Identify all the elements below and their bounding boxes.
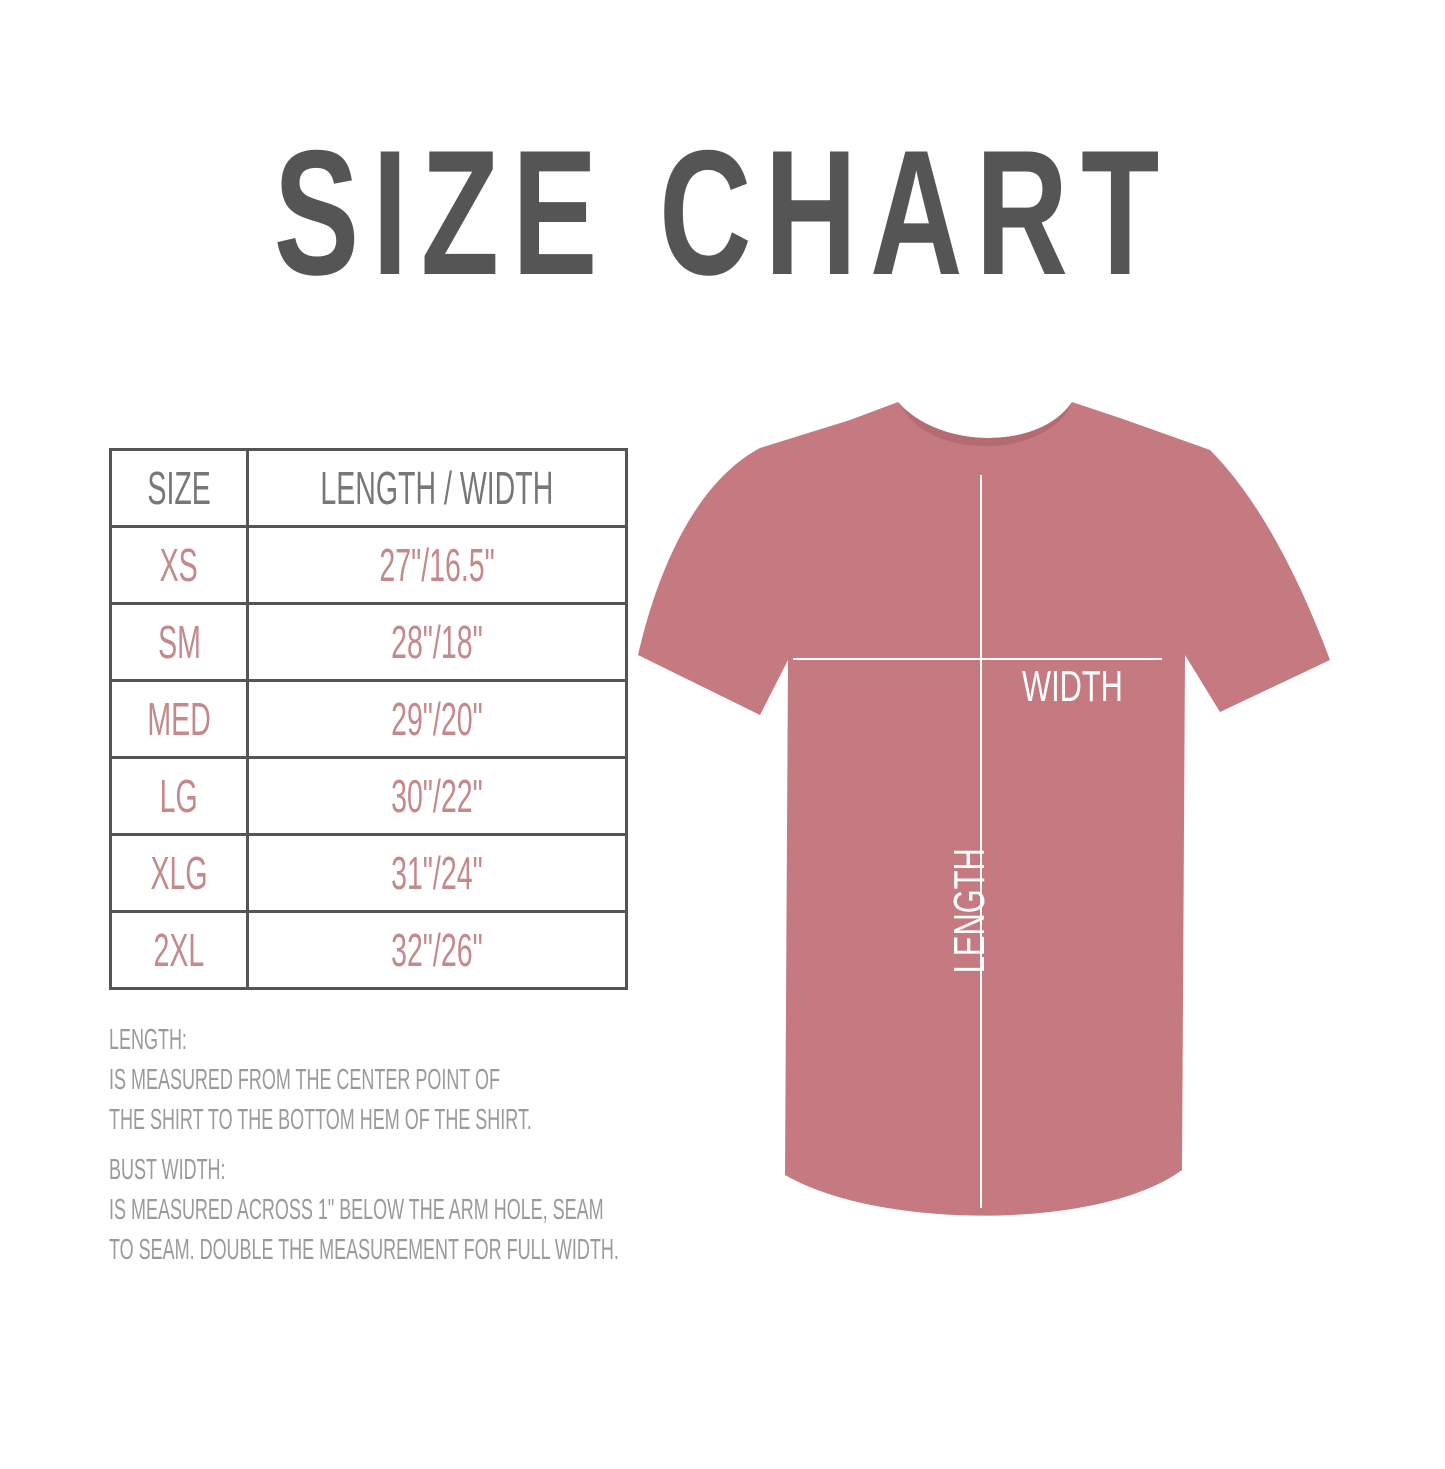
measure-cell: 31"/24" xyxy=(391,847,483,899)
length-note: IS MEASURED FROM THE CENTER POINT OF xyxy=(109,1064,500,1096)
tshirt-diagram: WIDTH LENGTH xyxy=(620,380,1340,1245)
table-row: MED 29"/20" xyxy=(109,679,628,759)
width-heading: BUST WIDTH: xyxy=(109,1154,226,1186)
size-cell: SM xyxy=(157,616,201,668)
page-title: SIZE CHART xyxy=(273,113,1172,312)
header-length-width: LENGTH / WIDTH xyxy=(246,448,628,528)
table-row: 2XL 32"/26" xyxy=(109,910,628,990)
size-cell: XS xyxy=(159,539,199,591)
table-row: XLG 31"/24" xyxy=(109,833,628,913)
table-row: LG 30"/22" xyxy=(109,756,628,836)
size-table: SIZE LENGTH / WIDTH XS 27"/16.5" SM 28"/18… xyxy=(109,448,628,990)
length-note: THE SHIRT TO THE BOTTOM HEM OF THE SHIRT… xyxy=(109,1104,532,1136)
length-label: LENGTH xyxy=(945,848,994,974)
tshirt-icon xyxy=(638,402,1330,1216)
header-size: SIZE xyxy=(109,448,249,528)
width-label: WIDTH xyxy=(1022,662,1123,711)
size-cell: MED xyxy=(147,693,211,745)
table-row: XS 27"/16.5" xyxy=(109,525,628,605)
size-cell: XLG xyxy=(150,847,208,899)
size-cell: 2XL xyxy=(153,924,205,976)
measure-cell: 30"/22" xyxy=(391,770,483,822)
measurement-notes: LENGTH: IS MEASURED FROM THE CENTER POIN… xyxy=(109,1020,931,1270)
measure-cell: 28"/18" xyxy=(391,616,483,668)
table-header-row: SIZE LENGTH / WIDTH xyxy=(109,448,628,528)
measure-cell: 27"/16.5" xyxy=(379,539,495,591)
measure-cell: 29"/20" xyxy=(391,693,483,745)
table-row: SM 28"/18" xyxy=(109,602,628,682)
length-heading: LENGTH: xyxy=(109,1024,187,1056)
size-cell: LG xyxy=(159,770,199,822)
width-note: IS MEASURED ACROSS 1" BELOW THE ARM HOLE… xyxy=(109,1194,604,1226)
measure-cell: 32"/26" xyxy=(391,924,483,976)
width-note: TO SEAM. DOUBLE THE MEASUREMENT FOR FULL… xyxy=(109,1234,619,1266)
